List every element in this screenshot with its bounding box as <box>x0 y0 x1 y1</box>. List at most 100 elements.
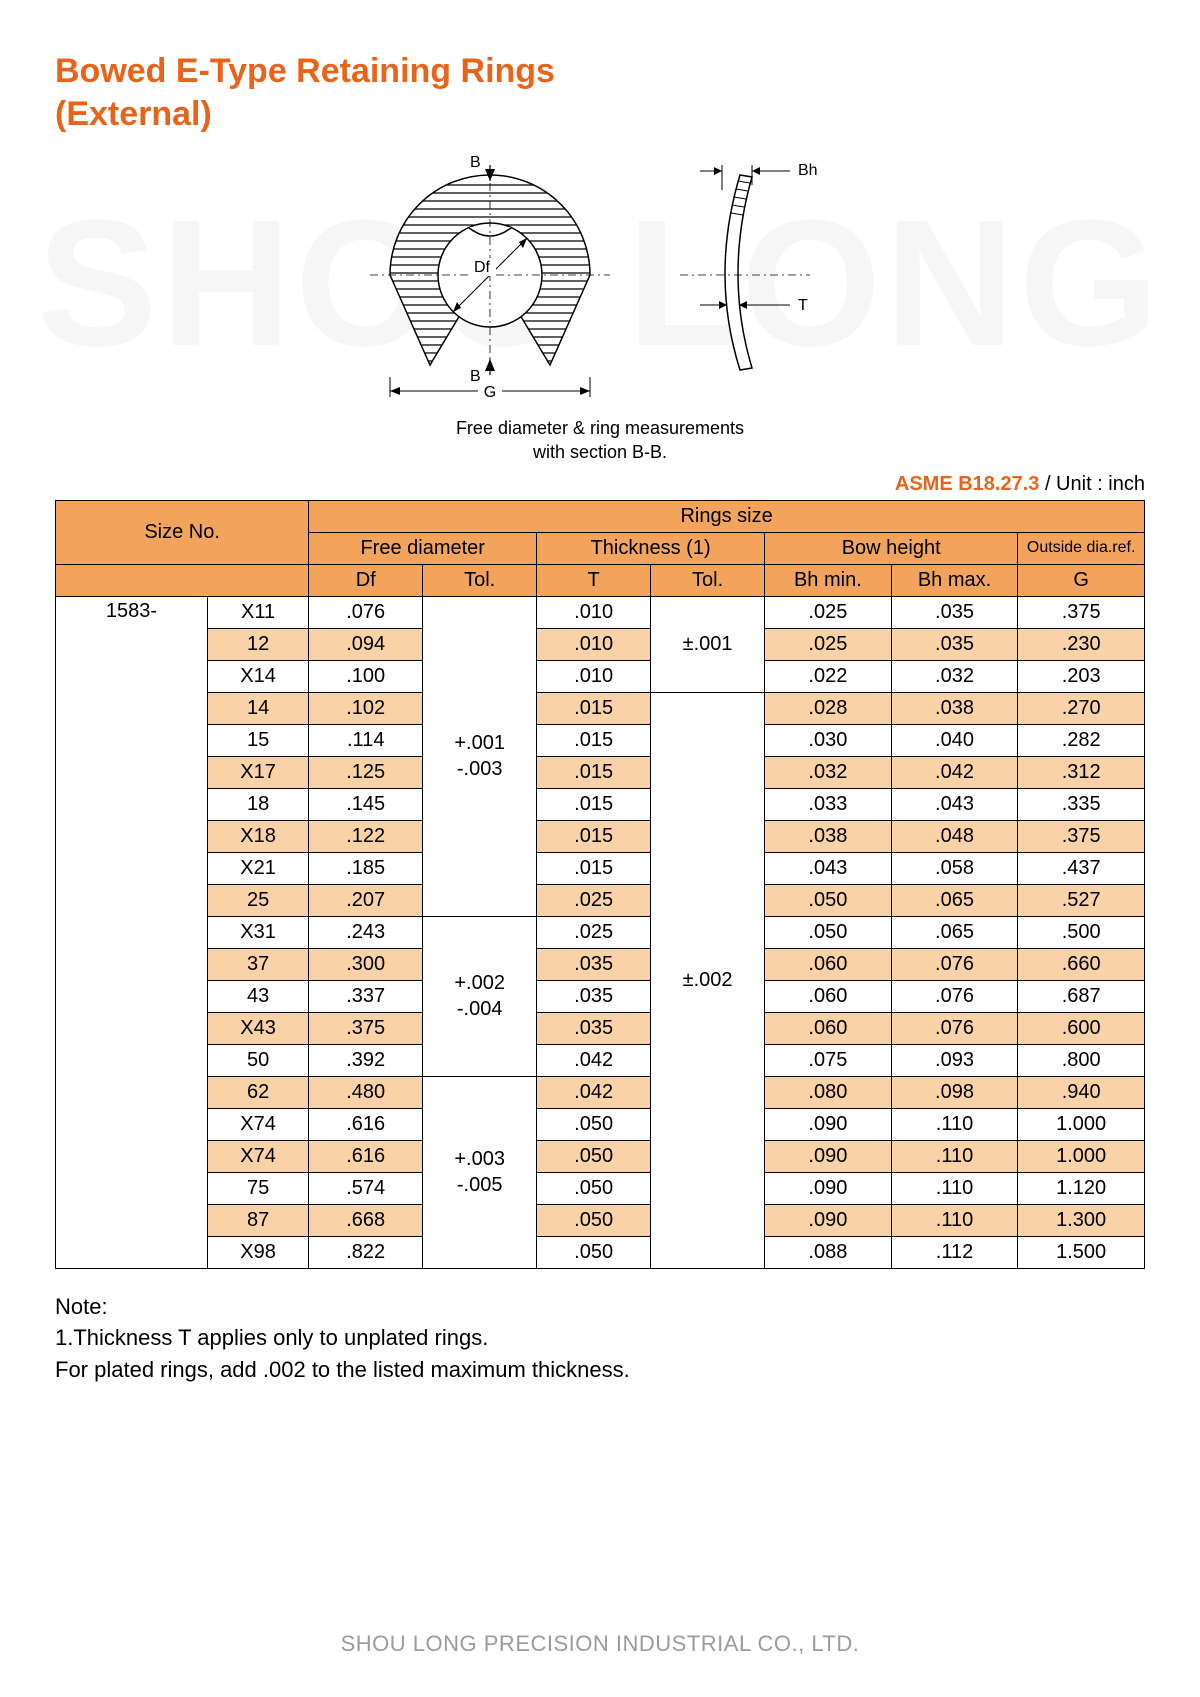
data-cell: .687 <box>1018 980 1145 1012</box>
hdr-free-diameter: Free diameter <box>309 532 537 564</box>
data-cell: .015 <box>537 692 651 724</box>
data-cell: .527 <box>1018 884 1145 916</box>
data-cell: .050 <box>537 1204 651 1236</box>
data-cell: X14 <box>207 660 308 692</box>
data-cell: .065 <box>891 916 1018 948</box>
data-cell: .300 <box>309 948 423 980</box>
ring-diagram-icon: Df B B G <box>340 145 860 405</box>
data-cell: .015 <box>537 820 651 852</box>
spec-line: ASME B18.27.3 / Unit : inch <box>55 473 1145 496</box>
data-cell: .032 <box>765 756 892 788</box>
data-cell: .093 <box>891 1044 1018 1076</box>
table-row: X14.100.010.022.032.203 <box>56 660 1145 692</box>
data-cell: .035 <box>537 980 651 1012</box>
data-cell: 1.500 <box>1018 1236 1145 1268</box>
data-cell: .025 <box>765 628 892 660</box>
table-row: 75.574.050.090.1101.120 <box>56 1172 1145 1204</box>
footer-text: SHOU LONG PRECISION INDUSTRIAL CO., LTD. <box>0 1631 1200 1657</box>
data-cell: .065 <box>891 884 1018 916</box>
table-row: 15.114.015.030.040.282 <box>56 724 1145 756</box>
data-cell: .050 <box>537 1140 651 1172</box>
data-cell: .090 <box>765 1204 892 1236</box>
data-cell: .392 <box>309 1044 423 1076</box>
data-cell: X74 <box>207 1140 308 1172</box>
table-row: 43.337.035.060.076.687 <box>56 980 1145 1012</box>
label-b-top: B <box>470 154 481 171</box>
tol-cell: ±.002 <box>651 692 765 1268</box>
data-cell: .076 <box>891 980 1018 1012</box>
data-cell: X74 <box>207 1108 308 1140</box>
data-cell: X18 <box>207 820 308 852</box>
hdr-blank <box>56 564 309 596</box>
data-cell: .025 <box>537 916 651 948</box>
data-cell: .616 <box>309 1140 423 1172</box>
spec-unit: / Unit : inch <box>1039 473 1145 495</box>
data-cell: X98 <box>207 1236 308 1268</box>
hdr-thickness: Thickness (1) <box>537 532 765 564</box>
data-cell: .090 <box>765 1172 892 1204</box>
data-cell: .025 <box>765 596 892 628</box>
data-cell: .375 <box>309 1012 423 1044</box>
data-cell: .110 <box>891 1204 1018 1236</box>
data-cell: .015 <box>537 756 651 788</box>
table-row: 50.392.042.075.093.800 <box>56 1044 1145 1076</box>
data-cell: .110 <box>891 1172 1018 1204</box>
data-cell: .282 <box>1018 724 1145 756</box>
data-cell: .243 <box>309 916 423 948</box>
data-cell: 87 <box>207 1204 308 1236</box>
data-cell: .660 <box>1018 948 1145 980</box>
data-cell: .940 <box>1018 1076 1145 1108</box>
table-row: 62.480+.003 -.005.042.080.098.940 <box>56 1076 1145 1108</box>
table-row: X31.243+.002 -.004.025.050.065.500 <box>56 916 1145 948</box>
hdr-size-no: Size No. <box>56 500 309 564</box>
data-cell: .050 <box>537 1172 651 1204</box>
hdr-df: Df <box>309 564 423 596</box>
table-row: X43.375.035.060.076.600 <box>56 1012 1145 1044</box>
spec-table: Size No. Rings size Free diameter Thickn… <box>55 500 1145 1269</box>
data-cell: .822 <box>309 1236 423 1268</box>
data-cell: .030 <box>765 724 892 756</box>
data-cell: .500 <box>1018 916 1145 948</box>
data-cell: .112 <box>891 1236 1018 1268</box>
tol-cell: +.001 -.003 <box>423 596 537 916</box>
data-cell: .122 <box>309 820 423 852</box>
hdr-bhmax: Bh max. <box>891 564 1018 596</box>
data-cell: .050 <box>537 1236 651 1268</box>
data-cell: .035 <box>537 1012 651 1044</box>
hdr-g: G <box>1018 564 1145 596</box>
label-df: Df <box>474 259 491 276</box>
data-cell: 43 <box>207 980 308 1012</box>
data-cell: X43 <box>207 1012 308 1044</box>
data-cell: .032 <box>891 660 1018 692</box>
data-cell: 18 <box>207 788 308 820</box>
data-cell: .058 <box>891 852 1018 884</box>
data-cell: .437 <box>1018 852 1145 884</box>
data-cell: X31 <box>207 916 308 948</box>
label-bh: Bh <box>798 162 818 179</box>
data-cell: 15 <box>207 724 308 756</box>
data-cell: .060 <box>765 1012 892 1044</box>
table-row: X17.125.015.032.042.312 <box>56 756 1145 788</box>
data-cell: .060 <box>765 980 892 1012</box>
data-cell: 1.000 <box>1018 1140 1145 1172</box>
data-cell: .114 <box>309 724 423 756</box>
table-row: 37.300.035.060.076.660 <box>56 948 1145 980</box>
data-cell: .800 <box>1018 1044 1145 1076</box>
data-cell: .028 <box>765 692 892 724</box>
data-cell: X21 <box>207 852 308 884</box>
data-cell: .050 <box>765 884 892 916</box>
data-cell: .480 <box>309 1076 423 1108</box>
data-cell: .088 <box>765 1236 892 1268</box>
data-cell: .110 <box>891 1108 1018 1140</box>
tol-cell: ±.001 <box>651 596 765 692</box>
data-cell: .110 <box>891 1140 1018 1172</box>
data-cell: .010 <box>537 660 651 692</box>
note-line-2: For plated rings, add .002 to the listed… <box>55 1354 1145 1386</box>
data-cell: .015 <box>537 724 651 756</box>
data-cell: .076 <box>891 948 1018 980</box>
data-cell: X17 <box>207 756 308 788</box>
data-cell: .574 <box>309 1172 423 1204</box>
hdr-tol2: Tol. <box>651 564 765 596</box>
title-line-1: Bowed E-Type Retaining Rings <box>55 52 555 90</box>
data-cell: .035 <box>891 628 1018 660</box>
